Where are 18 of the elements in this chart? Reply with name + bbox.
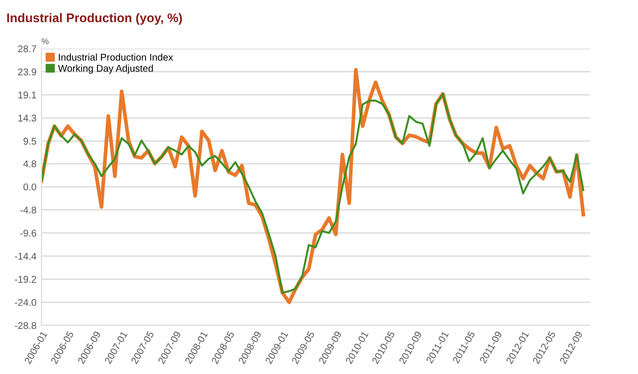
y-tick-label: -28.8 xyxy=(14,322,36,329)
y-tick-label: 4.8 xyxy=(23,160,36,168)
y-tick-label: -9.6 xyxy=(20,230,36,237)
legend-label: Industrial Production Index xyxy=(58,54,174,61)
y-tick-label: 9.5 xyxy=(24,138,36,145)
y-tick-label: -14.4 xyxy=(14,252,36,260)
legend-label: Working Day Adjusted xyxy=(58,64,153,74)
y-tick-label: 19.1 xyxy=(18,92,36,98)
y-tick-label: 28.7 xyxy=(18,45,36,52)
y-tick-label: 0.0 xyxy=(23,183,36,190)
y-axis-title: % xyxy=(42,38,49,44)
y-tick-label: -24.0 xyxy=(14,299,36,306)
line-series xyxy=(41,92,584,294)
y-tick-label: 14.3 xyxy=(18,114,36,122)
chart-title: Industrial Production (yoy, %) xyxy=(7,13,182,25)
y-tick-label: -19.2 xyxy=(14,276,36,283)
y-tick-label: -4.8 xyxy=(20,206,36,214)
y-tick-label: 23.9 xyxy=(18,68,36,76)
